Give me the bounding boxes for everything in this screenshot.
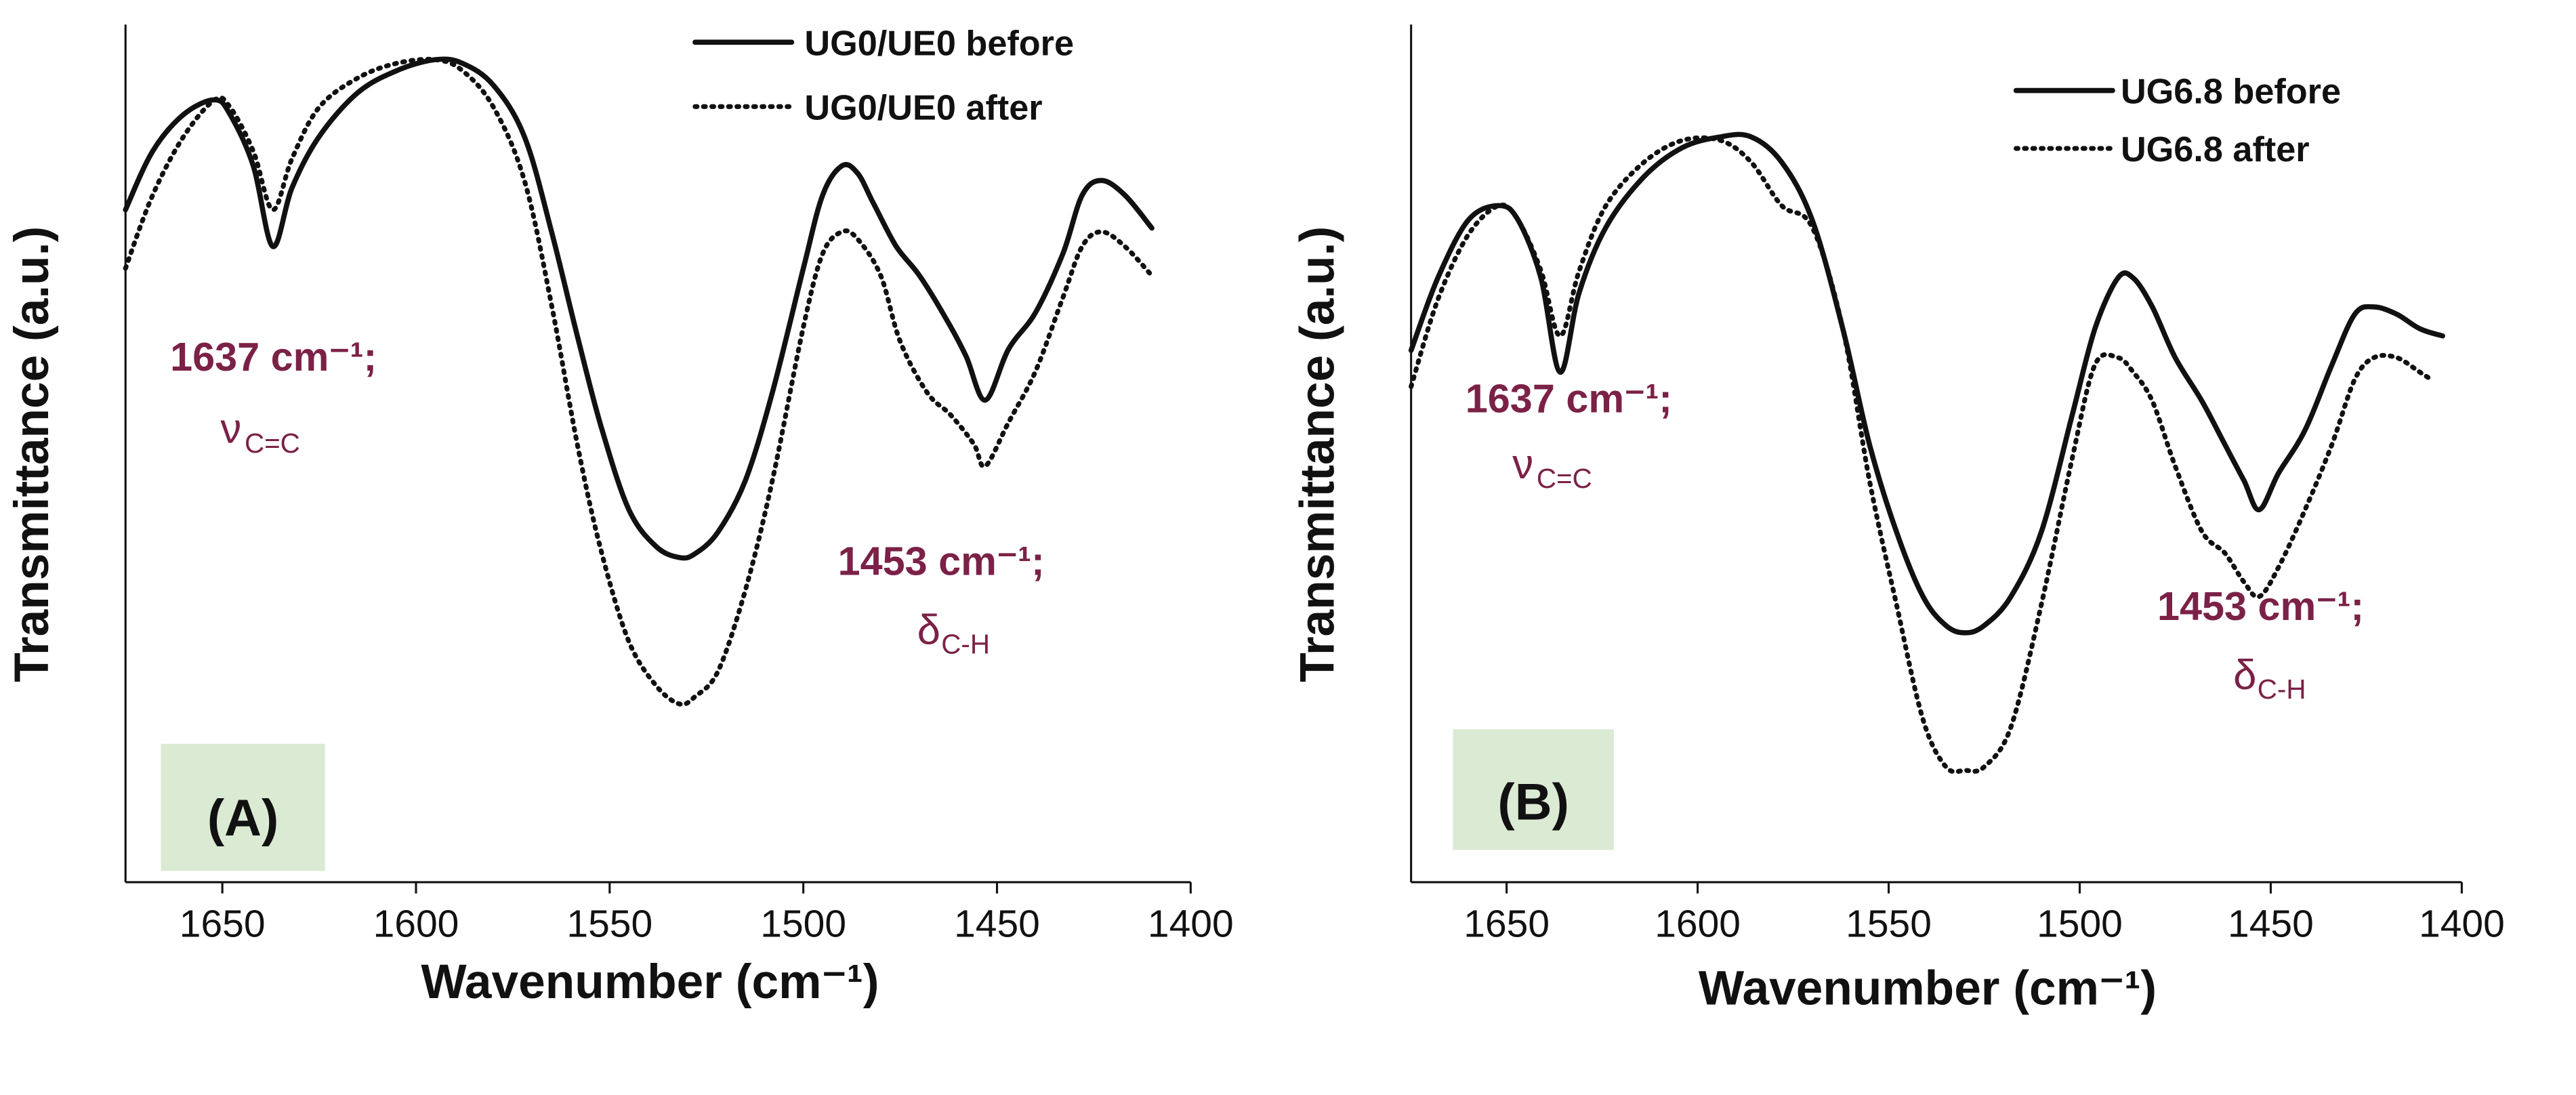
panel-a-annotation-1637: 1637 cm⁻¹; bbox=[170, 334, 377, 379]
panel-b-chart: (B) 1650 1600 1550 1500 1450 1400 Wavenumber (c… bbox=[1291, 24, 2505, 1015]
panel-a-legend-label-before: UG0/UE0 before bbox=[804, 24, 1074, 63]
panel-b-annotation-nu-symbol: ν bbox=[1512, 441, 1533, 488]
panel-a-x-tick-label-1450: 1450 bbox=[954, 903, 1040, 946]
panel-b-annotation-1637: 1637 cm⁻¹; bbox=[1466, 376, 1672, 421]
panel-b-legend-label-after: UG6.8 after bbox=[2121, 130, 2310, 169]
panel-a-x-tick-label-1400: 1400 bbox=[1148, 903, 1234, 946]
panel-a-x-axis-label: Wavenumber (cm⁻¹) bbox=[421, 955, 879, 1009]
panel-a-chart: (A) 1650 1600 1550 1500 1450 1400 Wavenumber (c… bbox=[5, 24, 1233, 1009]
panel-a-x-tick-label-1550: 1550 bbox=[566, 903, 652, 946]
panel-a-series-before-line bbox=[123, 56, 1155, 561]
panel-b-annotation-nu-subscript: C=C bbox=[1537, 463, 1592, 494]
panel-a-annotation-nu-symbol: ν bbox=[220, 406, 241, 453]
panel-a-series-after-line bbox=[123, 56, 1155, 707]
panel-a-x-tick-label-1500: 1500 bbox=[760, 903, 846, 946]
panel-b-x-tick-label-1400: 1400 bbox=[2419, 903, 2505, 946]
panel-b-annotation-delta-symbol: δ bbox=[2233, 652, 2256, 699]
panel-b-series-after-line bbox=[1409, 135, 2434, 774]
panel-a-tag-background bbox=[161, 743, 325, 871]
panel-a-annotation-delta-subscript: C-H bbox=[941, 629, 990, 660]
panel-b-panel-tag: (B) bbox=[1497, 773, 1569, 831]
panel-b-x-axis-label: Wavenumber (cm⁻¹) bbox=[1699, 962, 2157, 1015]
panel-a-legend-label-after: UG0/UE0 after bbox=[804, 88, 1042, 127]
panel-a-annotation-delta-symbol: δ bbox=[917, 606, 940, 653]
panel-b-x-tick-label-1650: 1650 bbox=[1463, 903, 1550, 946]
panel-a-x-tick-label-1600: 1600 bbox=[373, 903, 459, 946]
panel-b-x-tick-label-1550: 1550 bbox=[1846, 903, 1932, 946]
panel-b-legend-label-before: UG6.8 before bbox=[2121, 73, 2341, 112]
panel-b-series-before-line bbox=[1408, 131, 2445, 636]
panel-a-annotation-1453: 1453 cm⁻¹; bbox=[838, 538, 1045, 583]
panel-b-y-axis-label: Transmittance (a.u.) bbox=[1291, 226, 1345, 682]
panel-a-x-tick-label-1650: 1650 bbox=[180, 903, 266, 946]
panel-a-y-axis-label: Transmittance (a.u.) bbox=[5, 226, 59, 682]
panel-a-panel-tag: (A) bbox=[207, 789, 278, 847]
panel-b-tag-background bbox=[1453, 729, 1614, 850]
panel-b-x-tick-label-1450: 1450 bbox=[2228, 903, 2314, 946]
panel-b-annotation-delta-subscript: C-H bbox=[2258, 674, 2306, 705]
panel-b-x-tick-label-1500: 1500 bbox=[2037, 903, 2123, 946]
panel-b-x-tick-label-1600: 1600 bbox=[1655, 903, 1741, 946]
panel-b-annotation-1453: 1453 cm⁻¹; bbox=[2157, 583, 2364, 629]
panel-a-annotation-nu-subscript: C=C bbox=[245, 428, 300, 459]
